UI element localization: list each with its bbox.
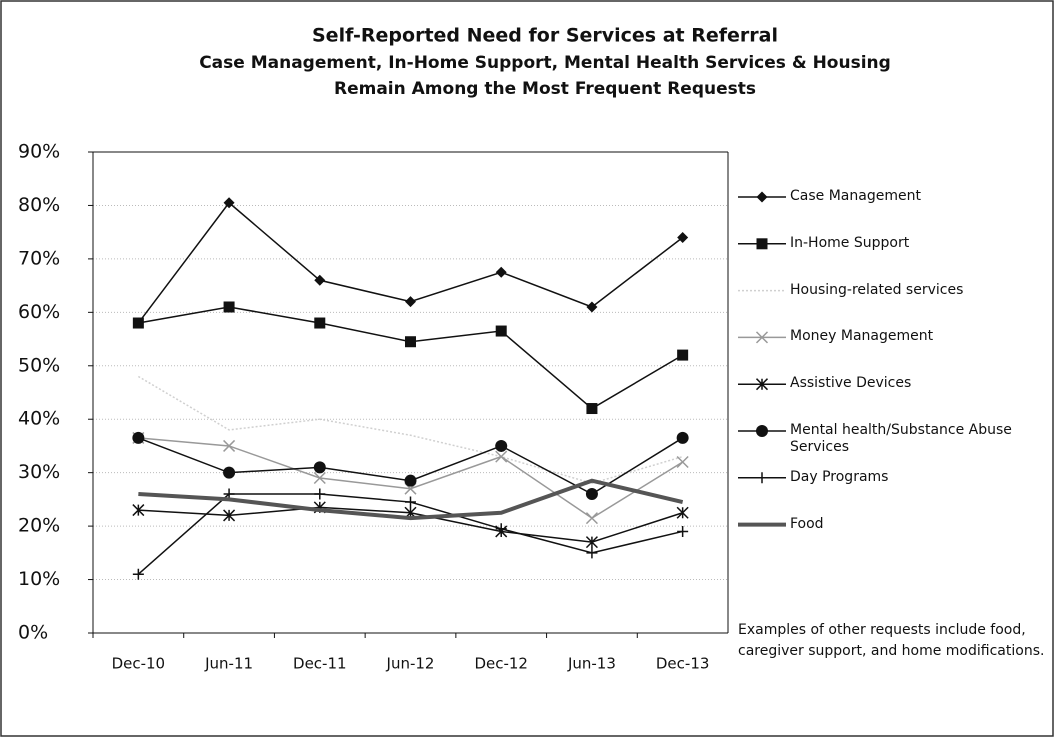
legend-label: Mental health/Substance Abuse Services [790,422,1012,455]
marker [405,296,416,308]
marker [755,331,769,344]
marker [677,349,689,361]
marker [223,439,236,452]
marker [495,450,508,463]
marker [495,325,507,337]
legend-label: Day Programs [790,468,889,485]
x-tick-label: Jun-13 [567,655,616,673]
marker [495,439,508,452]
series-line [138,306,684,410]
x-tick-label: Jun-11 [204,655,253,673]
marker [404,474,417,487]
legend-label: Food [790,515,824,532]
legend-label: In-Home Support [790,234,910,251]
chart-subtitle: Remain Among the Most Frequent Requests [334,79,756,99]
marker [495,523,507,535]
marker [585,512,598,525]
marker [314,317,326,329]
marker [676,455,689,469]
legend-label: Housing-related services [790,281,964,298]
marker [676,506,689,519]
marker [313,461,326,474]
marker [405,336,416,348]
chart-title: Self-Reported Need for Services at Refer… [312,25,778,47]
marker [585,536,598,549]
legend-label: Money Management [790,328,934,345]
series-line [138,478,684,521]
marker [586,547,598,559]
note: Examples of other requests include food,… [738,622,1045,659]
series-line [137,375,683,485]
marker [585,488,598,501]
chart-subtitle: Case Management, In-Home Support, Mental… [199,53,891,73]
marker [223,466,236,479]
marker [676,431,689,444]
marker [756,425,768,437]
y-tick-label: 60% [18,301,60,323]
marker [677,525,689,537]
marker [132,504,145,517]
y-tick-label: 50% [18,354,60,376]
legend-label: Case Management [790,188,921,204]
marker [756,472,768,484]
x-tick-label: Dec-10 [112,655,166,673]
marker [586,301,598,313]
marker [223,197,235,209]
legend-label: Assistive Devices [790,375,912,392]
marker [755,378,769,391]
marker [132,431,145,444]
y-tick-label: 10% [18,568,60,590]
marker [677,232,689,244]
marker [132,317,144,329]
x-tick-label: Jun-12 [386,655,435,673]
marker [756,191,768,203]
y-tick-label: 20% [18,515,60,537]
y-tick-label: 90% [18,141,60,163]
marker [313,471,326,485]
marker [495,266,507,278]
y-tick-label: 80% [18,194,60,216]
marker [405,496,416,508]
marker [586,403,598,415]
x-tick-label: Dec-11 [293,655,347,673]
y-tick-label: 40% [18,408,60,430]
y-tick-label: 70% [18,247,60,269]
x-tick-label: Dec-12 [474,655,528,673]
marker [314,274,326,286]
x-tick-label: Dec-13 [656,655,710,673]
marker [756,238,768,250]
marker [314,488,326,500]
y-tick-label: 30% [18,461,60,483]
marker [223,301,235,313]
marker [223,509,236,522]
marker [132,568,144,580]
y-tick-label: 0% [18,622,48,644]
